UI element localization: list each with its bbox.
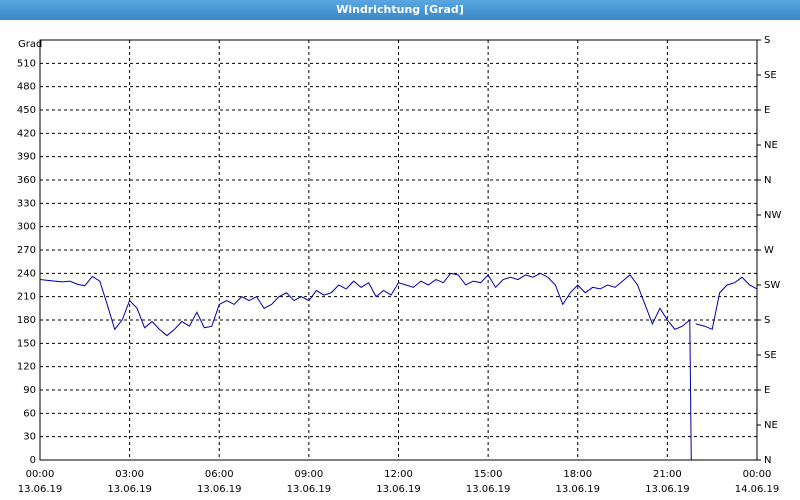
y-tick-label: 390 <box>17 152 36 163</box>
x-tick-label: 09:00 <box>294 469 323 480</box>
y2-tick-label: SW <box>764 280 780 291</box>
x-tick-label: 12:00 <box>384 469 413 480</box>
y2-tick-label: NE <box>764 140 778 151</box>
y2-tick-label: S <box>764 35 770 46</box>
y-tick-label: 300 <box>17 222 36 233</box>
y2-tick-label: SE <box>764 350 777 361</box>
y2-tick-label: NW <box>764 210 781 221</box>
y-tick-label: 90 <box>23 385 36 396</box>
x-tick-date: 13.06.19 <box>376 484 421 495</box>
y-tick-label: 210 <box>17 292 36 303</box>
y2-tick-label: E <box>764 105 770 116</box>
y-tick-label: 510 <box>17 58 36 69</box>
y-tick-label: 180 <box>17 315 36 326</box>
y2-tick-label: E <box>764 385 770 396</box>
y2-tick-label: S <box>764 315 770 326</box>
y-axis-label: Grad <box>18 39 42 50</box>
x-tick-label: 06:00 <box>205 469 234 480</box>
y2-tick-label: N <box>764 175 771 186</box>
y-tick-label: 150 <box>17 338 36 349</box>
y-tick-label: 240 <box>17 268 36 279</box>
x-tick-date: 13.06.19 <box>287 484 332 495</box>
y-tick-label: 270 <box>17 245 36 256</box>
x-tick-date: 13.06.19 <box>18 484 63 495</box>
x-tick-label: 00:00 <box>743 469 772 480</box>
y2-tick-label: NE <box>764 420 778 431</box>
x-tick-date: 14.06.19 <box>735 484 780 495</box>
y-tick-label: 450 <box>17 105 36 116</box>
y-tick-label: 330 <box>17 198 36 209</box>
x-tick-date: 13.06.19 <box>197 484 242 495</box>
x-tick-date: 13.06.19 <box>466 484 511 495</box>
y-tick-label: 60 <box>23 408 36 419</box>
y-tick-label: 120 <box>17 362 36 373</box>
y-tick-label: 30 <box>23 432 36 443</box>
x-tick-date: 13.06.19 <box>555 484 600 495</box>
y2-tick-label: W <box>764 245 774 256</box>
x-tick-label: 21:00 <box>653 469 682 480</box>
y-tick-label: 360 <box>17 175 36 186</box>
x-tick-label: 18:00 <box>563 469 592 480</box>
data-line <box>39 272 758 461</box>
y2-tick-label: SE <box>764 70 777 81</box>
y2-tick-label: N <box>764 455 771 466</box>
title-bar: Windrichtung [Grad] <box>0 0 800 20</box>
y-tick-label: 480 <box>17 82 36 93</box>
plot-frame <box>39 39 758 461</box>
y-tick-label: 420 <box>17 128 36 139</box>
x-tick-date: 13.06.19 <box>107 484 152 495</box>
x-tick-label: 03:00 <box>115 469 144 480</box>
x-tick-label: 15:00 <box>474 469 503 480</box>
y-tick-label: 0 <box>30 455 36 466</box>
x-tick-label: 00:00 <box>26 469 55 480</box>
x-tick-date: 13.06.19 <box>645 484 690 495</box>
